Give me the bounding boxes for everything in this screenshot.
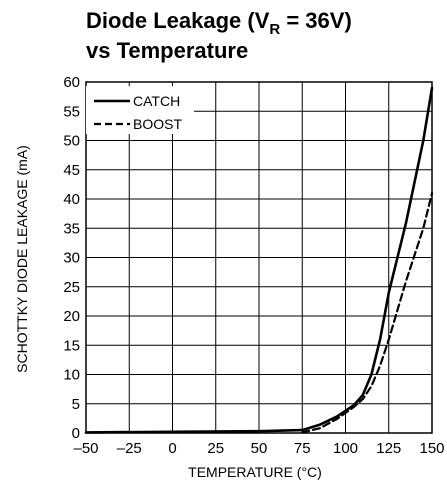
series-line-catch bbox=[84, 86, 434, 434]
tick-labels: –50 –25 0 25 50 75 100 125 150 0 5 10 15 20 25 30 35 40 45… bbox=[63, 74, 444, 457]
y-tick-label: 40 bbox=[63, 191, 80, 208]
y-tick-label: 60 bbox=[63, 74, 80, 91]
y-tick-label: 0 bbox=[72, 425, 80, 442]
series-line-boost bbox=[301, 192, 434, 434]
legend-label-boost: BOOST bbox=[133, 116, 182, 132]
grid bbox=[85, 81, 433, 434]
plot-frame bbox=[85, 81, 433, 434]
x-tick-label: 50 bbox=[251, 440, 268, 457]
y-tick-label: 5 bbox=[72, 396, 80, 413]
x-tick-label: 125 bbox=[376, 440, 401, 457]
y-axis-title: SCHOTTKY DIODE LEAKAGE (mA) bbox=[14, 145, 30, 373]
x-tick-label: –25 bbox=[117, 440, 142, 457]
series-lines bbox=[84, 86, 434, 434]
x-axis-title: TEMPERATURE (°C) bbox=[188, 464, 322, 480]
y-tick-label: 15 bbox=[63, 337, 80, 354]
y-tick-label: 30 bbox=[63, 250, 80, 267]
legend-label-catch: CATCH bbox=[133, 93, 180, 109]
chart-title-line-1: Diode Leakage (VR = 36V) bbox=[86, 8, 352, 38]
y-tick-label: 45 bbox=[63, 162, 80, 179]
y-tick-label: 25 bbox=[63, 279, 80, 296]
y-tick-label: 55 bbox=[63, 103, 80, 120]
y-tick-label: 50 bbox=[63, 133, 80, 150]
x-tick-label: 75 bbox=[294, 440, 311, 457]
legend-box bbox=[86, 86, 194, 134]
x-tick-label: 0 bbox=[168, 440, 176, 457]
y-tick-label: 10 bbox=[63, 367, 80, 384]
chart-title-line-2: vs Temperature bbox=[86, 38, 248, 63]
x-tick-label: 100 bbox=[333, 440, 358, 457]
x-tick-label: 150 bbox=[419, 440, 444, 457]
x-tick-label: 25 bbox=[207, 440, 224, 457]
y-tick-label: 35 bbox=[63, 220, 80, 237]
x-tick-label: –50 bbox=[73, 440, 98, 457]
y-tick-label: 20 bbox=[63, 308, 80, 325]
